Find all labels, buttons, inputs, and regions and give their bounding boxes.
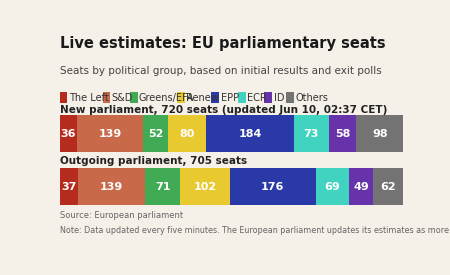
- Text: 58: 58: [335, 129, 351, 139]
- FancyBboxPatch shape: [349, 168, 373, 205]
- FancyBboxPatch shape: [143, 115, 168, 152]
- FancyBboxPatch shape: [103, 92, 110, 103]
- Text: ID: ID: [274, 93, 284, 103]
- FancyBboxPatch shape: [238, 92, 246, 103]
- Text: Note: Data updated every five minutes. The European parliament updates its estim: Note: Data updated every five minutes. T…: [60, 226, 450, 235]
- Text: Source: European parliament: Source: European parliament: [60, 211, 183, 220]
- Text: ECR: ECR: [247, 93, 267, 103]
- FancyBboxPatch shape: [60, 92, 68, 103]
- Text: 184: 184: [238, 129, 262, 139]
- FancyBboxPatch shape: [212, 92, 219, 103]
- FancyBboxPatch shape: [145, 168, 180, 205]
- Text: Seats by political group, based on initial results and exit polls: Seats by political group, based on initi…: [60, 66, 382, 76]
- Text: 69: 69: [324, 182, 340, 191]
- Text: S&D: S&D: [112, 93, 133, 103]
- Text: 71: 71: [155, 182, 171, 191]
- FancyBboxPatch shape: [60, 115, 77, 152]
- Text: New parliament, 720 seats (updated Jun 10, 02:37 CET): New parliament, 720 seats (updated Jun 1…: [60, 104, 387, 114]
- Text: 139: 139: [99, 129, 122, 139]
- FancyBboxPatch shape: [373, 168, 403, 205]
- Text: 139: 139: [100, 182, 123, 191]
- Text: 62: 62: [380, 182, 396, 191]
- FancyBboxPatch shape: [329, 115, 356, 152]
- Text: 36: 36: [61, 129, 76, 139]
- Text: EPP: EPP: [220, 93, 238, 103]
- Text: Renew: Renew: [186, 93, 219, 103]
- FancyBboxPatch shape: [77, 115, 143, 152]
- Text: Greens/EFA: Greens/EFA: [139, 93, 194, 103]
- FancyBboxPatch shape: [294, 115, 329, 152]
- FancyBboxPatch shape: [60, 168, 78, 205]
- Text: Others: Others: [296, 93, 328, 103]
- Text: Outgoing parliament, 705 seats: Outgoing parliament, 705 seats: [60, 156, 247, 166]
- FancyBboxPatch shape: [130, 92, 138, 103]
- Text: 98: 98: [372, 129, 388, 139]
- Text: 102: 102: [194, 182, 216, 191]
- Text: 73: 73: [304, 129, 319, 139]
- Text: The Left: The Left: [69, 93, 108, 103]
- FancyBboxPatch shape: [180, 168, 230, 205]
- FancyBboxPatch shape: [177, 92, 185, 103]
- Text: 49: 49: [353, 182, 369, 191]
- FancyBboxPatch shape: [230, 168, 315, 205]
- FancyBboxPatch shape: [168, 115, 206, 152]
- Text: 176: 176: [261, 182, 284, 191]
- FancyBboxPatch shape: [356, 115, 403, 152]
- FancyBboxPatch shape: [315, 168, 349, 205]
- FancyBboxPatch shape: [265, 92, 272, 103]
- Text: Live estimates: EU parliamentary seats: Live estimates: EU parliamentary seats: [60, 36, 385, 51]
- Text: 37: 37: [61, 182, 76, 191]
- Text: 52: 52: [148, 129, 163, 139]
- FancyBboxPatch shape: [78, 168, 145, 205]
- FancyBboxPatch shape: [286, 92, 294, 103]
- FancyBboxPatch shape: [206, 115, 294, 152]
- Text: 80: 80: [180, 129, 195, 139]
